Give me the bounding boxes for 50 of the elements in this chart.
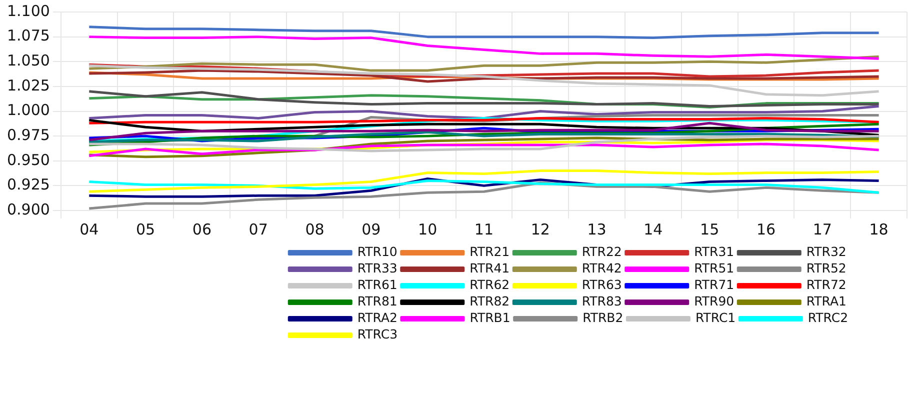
legend-label: RTR62 <box>470 277 510 292</box>
x-tick-label: 16 <box>756 220 776 238</box>
x-tick-label: 17 <box>812 220 832 238</box>
legend-label: RTRA2 <box>357 310 398 325</box>
legend-label: RTR52 <box>806 260 846 276</box>
legend-label: RTR33 <box>357 260 398 276</box>
y-tick-label: 0.950 <box>6 150 50 169</box>
y-tick-label: 0.900 <box>6 200 50 218</box>
y-tick-label: 0.925 <box>6 176 50 194</box>
y-tick-label: 1.000 <box>6 101 50 120</box>
x-tick-label: 11 <box>474 220 494 238</box>
legend-label: RTRB1 <box>470 310 510 325</box>
x-tick-label: 05 <box>136 220 156 238</box>
legend-label: RTRB2 <box>582 310 624 325</box>
x-tick-label: 10 <box>418 220 438 238</box>
x-tick-label: 04 <box>80 220 99 238</box>
x-tick-label: 09 <box>362 220 381 238</box>
legend-label: RTRC2 <box>808 310 848 325</box>
x-tick-label: 12 <box>530 220 550 238</box>
x-tick-label: 08 <box>305 220 324 238</box>
legend-label: RTR32 <box>806 244 846 259</box>
legend-label: RTR82 <box>470 294 510 308</box>
legend-label: RTRC3 <box>357 326 398 342</box>
x-tick-label: 13 <box>587 220 606 238</box>
legend-label: RTRA1 <box>806 294 846 308</box>
x-tick-label: 07 <box>248 220 268 238</box>
legend-label: RTR72 <box>806 277 846 292</box>
x-tick-label: 18 <box>869 220 888 238</box>
legend-label: RTR63 <box>582 277 622 292</box>
x-tick-label: 06 <box>192 220 212 238</box>
legend-label: RTR61 <box>357 277 398 292</box>
legend-label: RTR71 <box>694 277 734 292</box>
y-tick-label: 1.100 <box>6 2 50 20</box>
y-tick-label: 1.075 <box>6 26 50 45</box>
y-tick-label: 1.050 <box>6 52 50 70</box>
y-tick-label: 1.025 <box>6 76 50 94</box>
x-tick-label: 14 <box>644 220 663 238</box>
legend-label: RTR42 <box>582 260 622 276</box>
legend-label: RTRC1 <box>695 310 736 325</box>
y-tick-label: 0.975 <box>6 126 50 144</box>
legend-label: RTR51 <box>694 260 734 276</box>
legend-label: RTR10 <box>357 244 398 259</box>
legend-label: RTR21 <box>470 244 510 259</box>
legend-label: RTR90 <box>694 294 734 308</box>
legend-label: RTR22 <box>582 244 622 259</box>
legend-label: RTR81 <box>357 294 398 308</box>
legend-label: RTR41 <box>470 260 510 276</box>
legend-label: RTR83 <box>582 294 622 308</box>
x-tick-label: 15 <box>700 220 720 238</box>
legend-label: RTR31 <box>694 244 734 259</box>
